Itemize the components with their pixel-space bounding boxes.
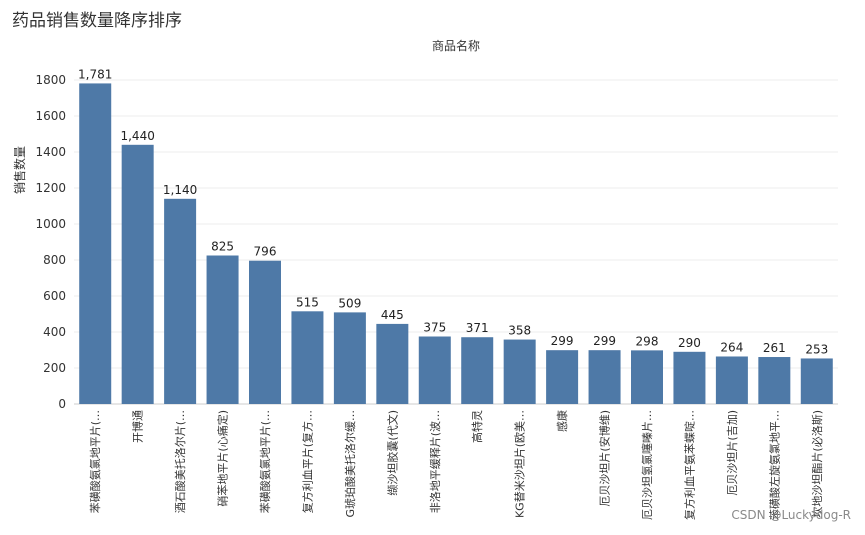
bar-value-label: 290 xyxy=(678,336,701,350)
bar-value-label: 1,440 xyxy=(120,129,154,143)
bar xyxy=(715,356,748,404)
bar-value-label: 1,140 xyxy=(163,183,197,197)
bar-value-label: 298 xyxy=(636,334,659,348)
y-tick-label: 1000 xyxy=(35,217,66,231)
x-tick-label: 硝苯地平片(心痛定) xyxy=(216,410,230,507)
y-tick-label: 400 xyxy=(43,325,66,339)
bar xyxy=(673,351,706,404)
bar-value-label: 796 xyxy=(254,245,277,259)
bar-value-label: 299 xyxy=(593,334,616,348)
y-tick-label: 1600 xyxy=(35,109,66,123)
bar xyxy=(503,339,536,404)
bar xyxy=(631,350,663,404)
bar-value-label: 445 xyxy=(381,308,404,322)
bar xyxy=(418,336,451,404)
x-tick-label: 感康 xyxy=(555,410,569,432)
bar-value-label: 358 xyxy=(508,324,531,338)
x-tick-label: 开博通 xyxy=(132,410,145,443)
bar-value-label: 299 xyxy=(551,334,574,348)
bar xyxy=(249,260,281,404)
y-tick-label: 200 xyxy=(43,361,66,375)
bar-value-label: 509 xyxy=(338,296,361,310)
x-tick-label: KG替米沙坦片(欧美… xyxy=(513,410,527,518)
bar xyxy=(333,312,366,404)
x-tick-label: 苯磺酸氨氯地平片(… xyxy=(88,410,102,513)
x-tick-label: 厄贝沙坦片(吉加) xyxy=(725,410,739,496)
x-tick-label: 非洛地平缓释片(波… xyxy=(428,410,442,513)
bar-value-label: 371 xyxy=(466,321,489,335)
bar xyxy=(546,350,579,404)
y-tick-label: 1800 xyxy=(35,73,66,87)
x-tick-label: 缬沙坦胶囊(代文) xyxy=(385,410,399,496)
y-axis-title: 销售数量 xyxy=(12,146,27,194)
bar xyxy=(164,198,197,404)
watermark: CSDN @Luckydog-R xyxy=(731,508,851,522)
bar xyxy=(121,144,154,405)
bar xyxy=(461,337,494,404)
chart-title: 药品销售数量降序排序 xyxy=(12,11,182,31)
bar-value-label: 375 xyxy=(423,321,446,335)
bar xyxy=(79,83,112,405)
x-axis-title: 商品名称 xyxy=(432,38,480,53)
x-tick-label: 厄贝沙坦氢氯噻嗪片… xyxy=(640,410,654,520)
x-tick-label: 坎地沙坦酯片(必洛斯) xyxy=(810,410,824,518)
bar xyxy=(758,357,791,404)
bar xyxy=(376,323,409,404)
y-tick-label: 1200 xyxy=(35,181,66,195)
x-tick-label: 酒石酸美托洛尔片(… xyxy=(173,410,187,513)
x-tick-label: 高特灵 xyxy=(470,410,484,443)
bar xyxy=(206,255,239,404)
x-tick-label: 复方利血平片(复方… xyxy=(300,410,314,513)
y-tick-label: 600 xyxy=(43,289,66,303)
bar xyxy=(800,358,833,404)
bar-value-label: 264 xyxy=(720,340,743,354)
bar xyxy=(291,311,324,404)
bar xyxy=(588,350,621,404)
bar-value-label: 515 xyxy=(296,295,319,309)
bar-value-label: 825 xyxy=(211,240,234,254)
x-tick-label: 厄贝沙坦片(安博维) xyxy=(598,410,612,507)
bar-value-label: 1,781 xyxy=(78,67,112,81)
y-tick-label: 1400 xyxy=(35,145,66,159)
y-tick-label: 800 xyxy=(43,253,66,267)
x-tick-label: 苯磺酸左旋氨氯地平… xyxy=(767,410,781,520)
x-tick-label: 复方利血平氨苯蝶啶… xyxy=(682,410,696,520)
bar-value-label: 261 xyxy=(763,341,786,355)
y-tick-label: 0 xyxy=(58,397,66,411)
bar-value-label: 253 xyxy=(805,342,828,356)
x-tick-label: 苯磺酸氨氯地平片(… xyxy=(258,410,272,513)
x-tick-label: G琥珀酸美托洛尔缓… xyxy=(343,410,357,518)
